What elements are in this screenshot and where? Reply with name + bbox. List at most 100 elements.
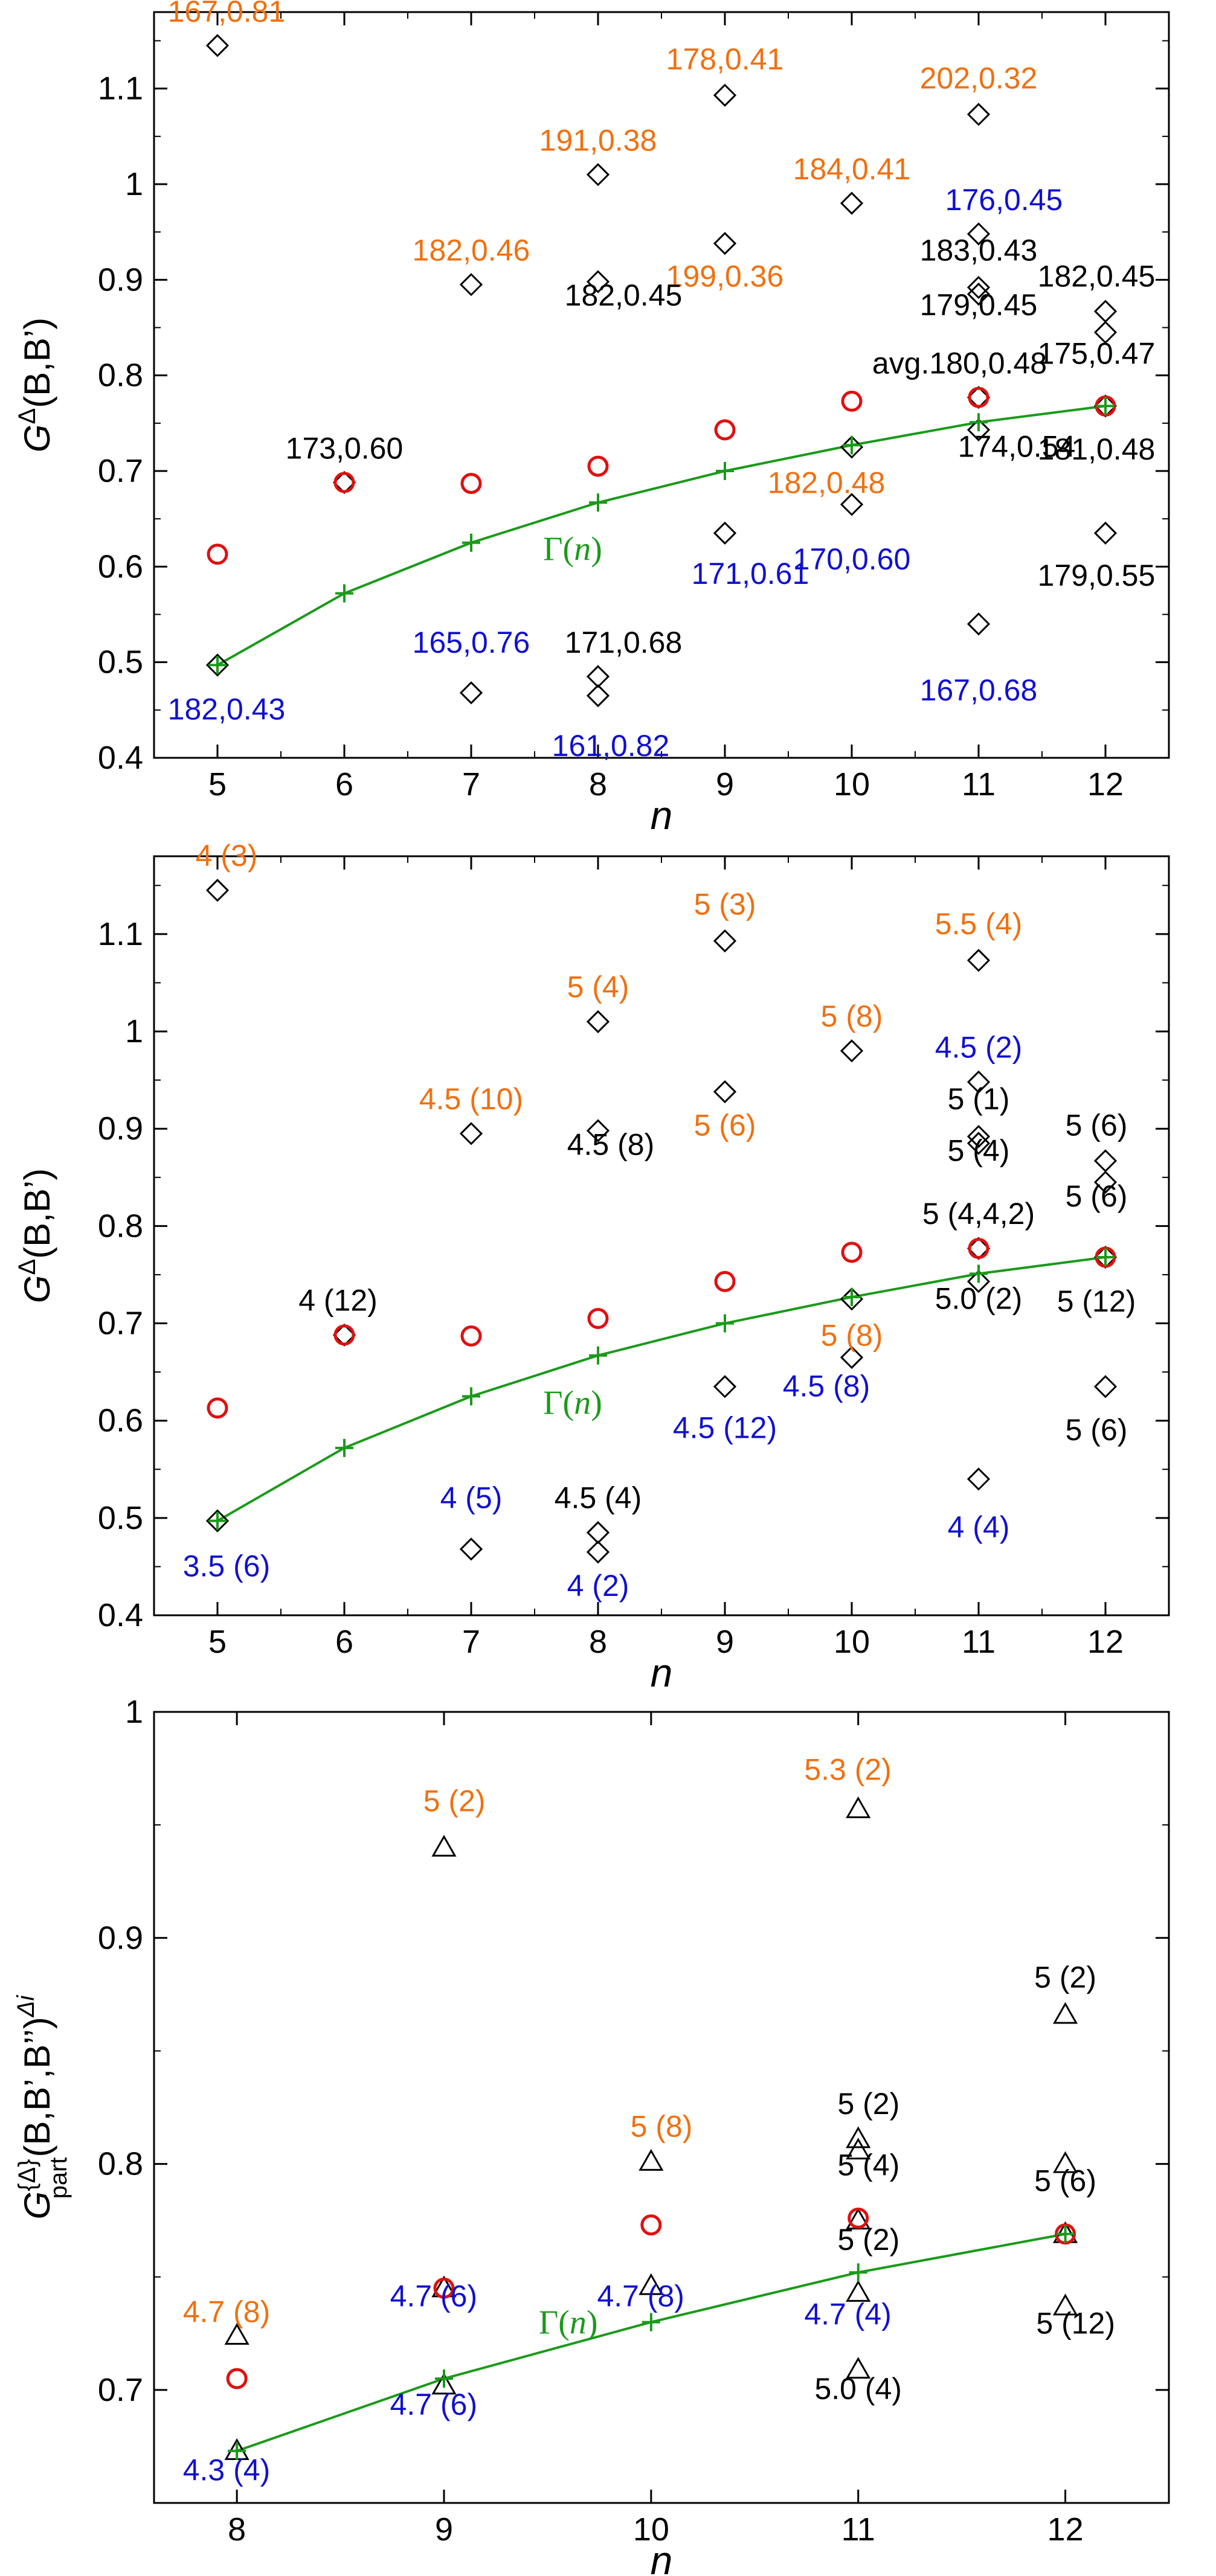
gamma-series-line (217, 405, 1106, 667)
circle-point (207, 1397, 228, 1419)
data-label: 4 (3) (196, 839, 258, 873)
diamond-point (840, 1287, 864, 1311)
data-label: 175,0.47 (1038, 337, 1156, 371)
gamma-series-point (208, 1511, 227, 1530)
x-axis-title: n (651, 1650, 673, 1695)
data-label: 4.7 (6) (390, 2279, 478, 2313)
data-label: 161,0.82 (552, 729, 670, 763)
gamma-label-var: n (570, 2304, 587, 2341)
gamma-series-point (716, 462, 734, 480)
diamond-point (586, 665, 610, 688)
data-label: 5 (4) (948, 1133, 1010, 1167)
diamond-point (586, 684, 610, 708)
data-label: 199,0.36 (666, 259, 784, 293)
y-tick-label: 0.8 (98, 1208, 143, 1244)
diamond-point (1093, 1170, 1118, 1194)
x-tick-label: 9 (716, 1624, 734, 1660)
diamond-point (586, 1119, 610, 1142)
circle-point (207, 543, 228, 565)
data-label: 179,0.45 (920, 288, 1038, 322)
data-label: 5 (6) (1066, 1109, 1128, 1142)
y-axis-title-rest: (B,B’) (17, 1168, 57, 1259)
circle-point (433, 2277, 455, 2299)
x-tick-label: 8 (228, 2511, 246, 2548)
data-label: 5 (4) (837, 2148, 899, 2182)
data-label: 5 (1) (948, 1082, 1010, 1116)
gamma-series-point (642, 2313, 660, 2331)
gamma-series-label: Γ(n) (543, 530, 602, 568)
diamond-point (586, 1010, 610, 1034)
diamond-point (205, 34, 230, 57)
data-label: 4 (12) (298, 1284, 378, 1318)
data-label: 4.7 (6) (390, 2388, 478, 2421)
chart-panel-2: 5 6 7 8 9 10 11 12 0.4 0.5 0.6 0.7 0.8 0.9 1 1.1 n GΔ(B,B… (14, 839, 1170, 1695)
y-axis-title-main: G (17, 2191, 57, 2220)
circle-point (714, 1270, 736, 1292)
x-tick-label: 12 (1047, 2511, 1084, 2548)
x-tick-label: 11 (841, 2511, 875, 2548)
diamond-point (967, 418, 991, 442)
x-tick-label: 8 (589, 1624, 607, 1660)
data-label: 5.5 (4) (935, 907, 1023, 941)
chart-panel-1: 5 6 7 8 9 10 11 12 0.4 0.5 0.6 0.7 0.8 0.9 1 1.1 n GΔ(B,B… (14, 0, 1170, 838)
diamond-point (586, 270, 610, 293)
diamond-point (586, 163, 610, 187)
y-tick-label: 0.9 (98, 261, 143, 298)
data-label: 5 (8) (821, 999, 883, 1033)
gamma-label-close: ) (591, 530, 602, 568)
triangle-point (639, 2273, 664, 2295)
gamma-series-point (462, 1387, 480, 1406)
circle-point (226, 2368, 248, 2389)
data-label: 5 (2) (837, 2087, 899, 2121)
circle-point (640, 2214, 662, 2236)
data-label: 184,0.41 (793, 152, 911, 186)
y-axis-title: GΔ(B,B’) (14, 318, 57, 452)
y-axis-title-sub: part (45, 2157, 72, 2199)
diamond-point (459, 681, 483, 705)
x-tick-label: 5 (208, 1624, 227, 1660)
circle-point (848, 2207, 869, 2229)
y-axis-title: G{Δ} part(B,B’,B’’)Δi (13, 1994, 72, 2219)
data-label: 4.7 (4) (804, 2297, 892, 2331)
x-axis-title: n (651, 2538, 673, 2576)
gamma-label-text: Γ( (539, 2304, 570, 2341)
data-label: 179,0.55 (1038, 559, 1156, 592)
diamond-point (459, 1537, 483, 1561)
y-axis-title-sup: Δ (14, 408, 40, 425)
diamond-point (586, 1540, 610, 1564)
y-axis-title: GΔ(B,B’) (14, 1168, 57, 1303)
triangle-point (1052, 2151, 1078, 2173)
data-label: 5 (4) (567, 970, 629, 1004)
y-tick-label: 1.1 (98, 916, 143, 952)
data-label: 202,0.32 (920, 62, 1038, 95)
triangle-point (431, 2373, 457, 2395)
plot-frame (153, 1711, 1170, 2504)
data-label: 171,0.61 (692, 557, 809, 591)
y-tick-label: 0.5 (98, 1500, 143, 1536)
data-label: 5 (8) (631, 2110, 693, 2144)
data-label: 4.5 (2) (935, 1031, 1023, 1065)
gamma-series-point (462, 533, 480, 552)
data-label: 5 (2) (423, 1784, 486, 1818)
y-tick-label: 0.9 (98, 1110, 143, 1147)
y-axis-title-sup: Δ (14, 1259, 40, 1275)
gamma-label-close: ) (587, 2304, 598, 2341)
y-tick-label: 0.7 (98, 453, 143, 489)
x-tick-label: 9 (716, 766, 734, 803)
y-tick-label: 0.8 (98, 357, 143, 394)
triangle-point (846, 2138, 871, 2160)
diamond-point (840, 191, 864, 215)
data-label: 173,0.60 (286, 431, 404, 465)
data-label: 167,0.81 (168, 0, 286, 28)
diamond-point (840, 435, 864, 459)
diamond-point (1093, 321, 1118, 344)
diamond-point (205, 879, 230, 902)
diamond-point (967, 1132, 991, 1155)
data-label: 5.3 (2) (804, 1752, 892, 1786)
y-axis-title-main: G (17, 1275, 57, 1304)
y-tick-label: 0.6 (98, 548, 143, 585)
circle-point (714, 419, 736, 441)
data-label: 5 (8) (821, 1319, 883, 1353)
diamond-point (205, 1509, 230, 1533)
